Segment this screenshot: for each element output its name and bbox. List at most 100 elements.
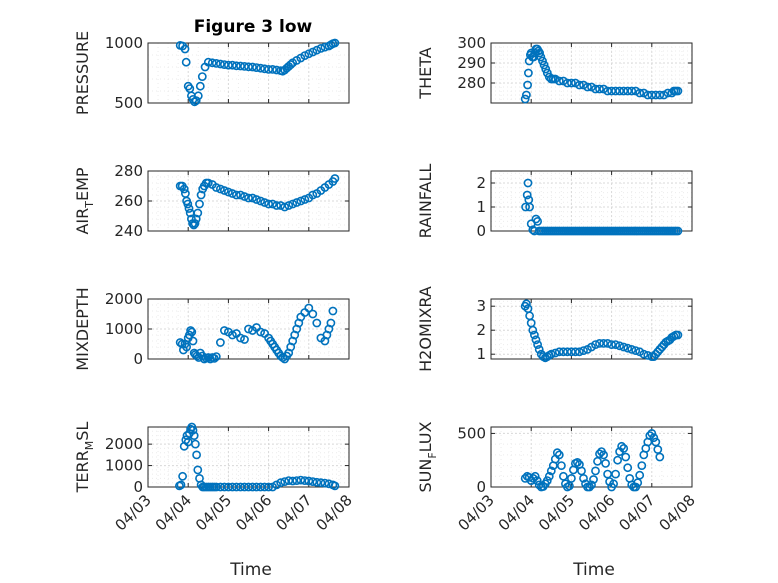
data-point — [330, 174, 340, 183]
subplot-air_temp: 240 260 280 AIRTEMP — [73, 162, 350, 240]
data-point — [197, 72, 207, 81]
x-tick-label: 04/04 — [152, 491, 195, 534]
data-point — [635, 470, 645, 480]
x-tick-label: 04/05 — [535, 491, 578, 534]
data-point — [579, 346, 588, 355]
data-point — [191, 96, 201, 105]
data-point — [181, 435, 191, 445]
y-tick-label: 500 — [457, 424, 486, 442]
data-point — [181, 57, 191, 67]
data-point — [601, 458, 610, 468]
data-point — [627, 344, 637, 354]
data-point — [209, 353, 219, 363]
y-tick-label: 500 — [114, 94, 143, 112]
data-point — [223, 60, 233, 70]
data-point — [176, 480, 186, 490]
data-point — [591, 466, 600, 476]
data-point — [236, 333, 245, 343]
data-point — [534, 480, 544, 490]
data-point — [304, 476, 314, 486]
data-point — [595, 84, 604, 94]
subplot-rainfall: 0 1 2 RAINFALL — [416, 164, 693, 240]
y-axis-label: SUNFLUX — [416, 421, 439, 492]
data-point — [525, 202, 534, 212]
y-tick-label: 0 — [476, 478, 486, 496]
data-point — [316, 478, 326, 488]
data-point — [215, 482, 225, 492]
data-point — [611, 340, 620, 349]
data-point — [179, 184, 189, 194]
data-point — [655, 452, 665, 462]
y-tick-label: 280 — [114, 162, 143, 180]
y-tick-label: 1 — [476, 345, 486, 363]
data-point — [528, 325, 538, 335]
data-point — [530, 471, 540, 481]
x-axis-label-left: Time — [229, 560, 272, 580]
data-point — [615, 86, 624, 96]
figure-title: Figure 3 low — [194, 17, 313, 37]
data-point — [599, 450, 608, 460]
data-point — [231, 61, 241, 71]
data-point — [244, 62, 253, 72]
data-point — [595, 449, 604, 459]
data-point — [533, 216, 542, 226]
data-point — [567, 78, 576, 88]
data-point — [609, 479, 618, 489]
data-point — [268, 199, 277, 209]
data-point — [328, 306, 338, 316]
data-point — [554, 347, 564, 357]
data-point — [192, 450, 201, 460]
data-point — [236, 190, 245, 200]
y-tick-label: 1000 — [105, 457, 143, 475]
data-point — [260, 198, 269, 207]
subplot-h2omixra: 1 2 3 H2OMIXRA — [416, 286, 693, 372]
axes-border — [490, 42, 693, 104]
data-point — [546, 466, 556, 476]
data-point — [619, 443, 629, 453]
data-point — [190, 439, 200, 449]
data-point — [252, 195, 261, 204]
data-point — [647, 428, 657, 438]
data-point — [195, 199, 204, 209]
y-tick-label: 2 — [476, 321, 486, 339]
data-point — [534, 344, 544, 354]
y-tick-label: 260 — [114, 192, 143, 210]
x-tick-label: 04/03 — [455, 491, 498, 534]
data-point — [191, 214, 201, 224]
data-point — [219, 186, 229, 195]
data-point — [673, 226, 683, 236]
data-point — [617, 441, 626, 451]
data-point — [530, 330, 539, 340]
data-point — [304, 303, 314, 313]
data-point — [244, 324, 253, 334]
data-point — [203, 178, 213, 188]
data-point — [256, 63, 265, 73]
data-point — [288, 476, 298, 486]
data-point — [544, 471, 554, 481]
data-point — [655, 90, 665, 100]
data-point — [256, 327, 265, 337]
y-tick-label: 280 — [457, 74, 486, 92]
data-point — [252, 63, 261, 72]
y-tick-label: 240 — [114, 222, 143, 240]
data-point — [203, 57, 213, 67]
x-tick-label: 04/07 — [272, 491, 315, 534]
data-point — [292, 198, 302, 207]
x-tick-label: 04/08 — [656, 491, 699, 534]
x-tick-label: 04/08 — [313, 491, 356, 534]
data-point — [189, 431, 199, 440]
data-point — [236, 61, 245, 71]
data-point — [219, 482, 229, 492]
y-axis-label: RAINFALL — [416, 164, 435, 239]
data-point — [312, 477, 322, 487]
data-point — [278, 353, 288, 362]
data-point — [193, 465, 203, 475]
y-axis-label: TERRMSL — [73, 422, 96, 494]
data-point — [256, 196, 265, 206]
data-point — [193, 91, 203, 101]
x-tick-label: 04/03 — [112, 491, 155, 534]
data-point — [523, 80, 532, 90]
data-point — [567, 473, 576, 483]
